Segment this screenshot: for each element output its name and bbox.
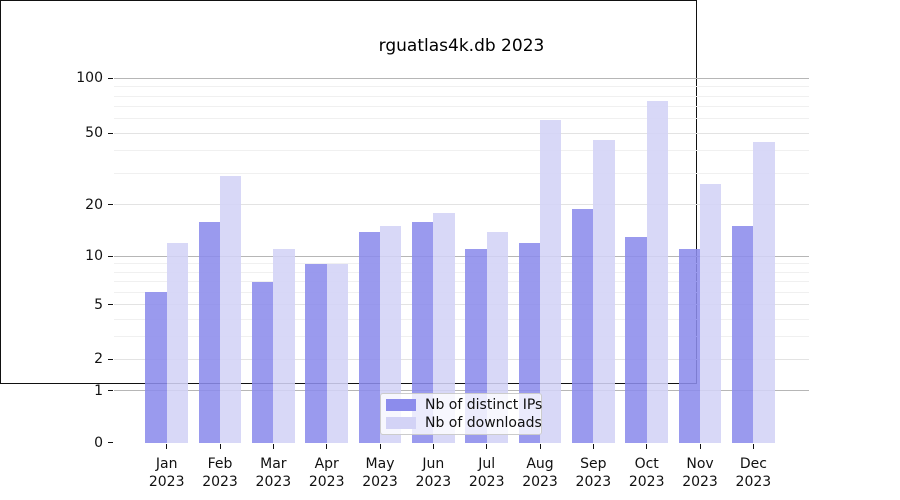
y-gridline-decade xyxy=(114,390,809,392)
x-tick-label: Jun 2023 xyxy=(415,456,452,490)
x-tick-mark xyxy=(752,444,755,449)
bar-downloads xyxy=(326,263,348,443)
x-tick-label: May 2023 xyxy=(362,456,398,490)
bar-distinct-ips xyxy=(358,231,381,443)
y-tick-label: 2 xyxy=(94,351,103,368)
y-tick-label: 1 xyxy=(94,382,103,399)
y-gridline-minor xyxy=(114,106,809,108)
legend-label-downloads: Nb of downloads xyxy=(425,414,542,431)
x-tick-mark xyxy=(379,444,381,449)
legend-label-distinct-ips: Nb of distinct IPs xyxy=(425,397,543,414)
x-tick-label: Aug 2023 xyxy=(522,456,558,490)
x-tick-mark xyxy=(272,444,275,449)
bar-downloads xyxy=(166,243,188,443)
bar-distinct-ips xyxy=(145,292,167,443)
y-tick-label: 5 xyxy=(94,296,103,313)
plot-border xyxy=(0,0,697,384)
bar-downloads xyxy=(380,226,402,443)
y-gridline-minor xyxy=(114,281,809,283)
x-tick-label: Nov 2023 xyxy=(682,456,718,490)
chart-title: rguatlas4k.db 2023 xyxy=(378,36,545,56)
y-tick-label: 50 xyxy=(85,125,103,142)
y-tick-label: 10 xyxy=(85,248,103,265)
y-gridline-minor xyxy=(114,318,809,320)
x-tick-label: Feb 2023 xyxy=(202,456,238,490)
bar-downloads xyxy=(486,231,508,443)
x-tick-mark xyxy=(592,444,595,449)
x-tick-label: Dec 2023 xyxy=(735,456,772,490)
x-tick-label: Oct 2023 xyxy=(628,456,665,490)
y-gridline-decade xyxy=(114,77,809,79)
y-gridline-minor xyxy=(114,118,809,120)
bar-downloads xyxy=(646,101,668,443)
x-tick-mark xyxy=(326,444,328,449)
legend-swatch-downloads xyxy=(386,416,416,429)
bar-downloads xyxy=(433,212,455,443)
bar-downloads xyxy=(220,175,242,443)
legend-swatch-distinct-ips xyxy=(386,399,416,412)
y-gridline-major xyxy=(114,204,809,206)
x-tick-mark xyxy=(539,444,541,449)
x-tick-mark xyxy=(432,444,435,449)
y-tick-mark xyxy=(108,390,113,392)
x-tick-mark xyxy=(646,444,648,449)
y-gridline-major xyxy=(114,304,809,306)
y-gridline-minor xyxy=(114,271,809,273)
bar-downloads xyxy=(273,249,295,443)
y-gridline-decade xyxy=(114,255,809,257)
y-gridline-minor xyxy=(114,95,809,97)
y-gridline-minor xyxy=(114,336,809,338)
y-gridline-minor xyxy=(114,172,809,174)
y-gridline-minor xyxy=(114,150,809,152)
x-tick-mark xyxy=(219,444,221,449)
y-gridline-major xyxy=(114,358,809,360)
bar-distinct-ips xyxy=(252,281,274,443)
x-tick-mark xyxy=(166,444,168,449)
y-tick-mark xyxy=(108,204,113,206)
bar-distinct-ips xyxy=(198,221,221,443)
y-gridline-minor xyxy=(114,263,809,265)
y-tick-mark xyxy=(108,358,113,360)
x-tick-label: Apr 2023 xyxy=(308,456,345,490)
bar-distinct-ips xyxy=(572,208,594,443)
x-tick-label: Mar 2023 xyxy=(255,456,292,490)
y-gridline-minor xyxy=(114,86,809,88)
bar-downloads xyxy=(700,184,722,443)
bar-distinct-ips xyxy=(412,221,434,443)
x-tick-label: Jan 2023 xyxy=(148,456,185,490)
legend-entry-distinct-ips: Nb of distinct IPs xyxy=(386,397,542,414)
y-tick-label: 20 xyxy=(85,196,103,213)
bar-distinct-ips xyxy=(518,243,541,443)
bar-downloads xyxy=(540,120,562,443)
x-tick-label: Sep 2023 xyxy=(575,456,612,490)
y-tick-mark xyxy=(108,77,113,79)
legend-entry-downloads: Nb of downloads xyxy=(386,414,542,431)
y-tick-mark xyxy=(108,442,113,444)
y-tick-mark xyxy=(108,255,113,258)
x-tick-mark xyxy=(699,444,701,449)
y-gridline-minor xyxy=(114,291,809,293)
legend: Nb of distinct IPs Nb of downloads xyxy=(380,393,542,435)
y-tick-label: 100 xyxy=(76,70,103,87)
y-tick-mark xyxy=(108,132,113,134)
x-tick-label: Jul 2023 xyxy=(468,456,505,490)
bar-distinct-ips xyxy=(732,226,754,443)
x-tick-mark xyxy=(486,444,488,449)
bar-distinct-ips xyxy=(625,237,647,443)
bar-distinct-ips xyxy=(678,249,701,443)
bar-downloads xyxy=(593,139,615,443)
y-gridline-major xyxy=(114,132,809,134)
y-tick-label: 0 xyxy=(94,434,103,451)
y-tick-mark xyxy=(108,304,113,306)
bar-downloads xyxy=(753,141,775,443)
bar-distinct-ips xyxy=(305,263,327,443)
